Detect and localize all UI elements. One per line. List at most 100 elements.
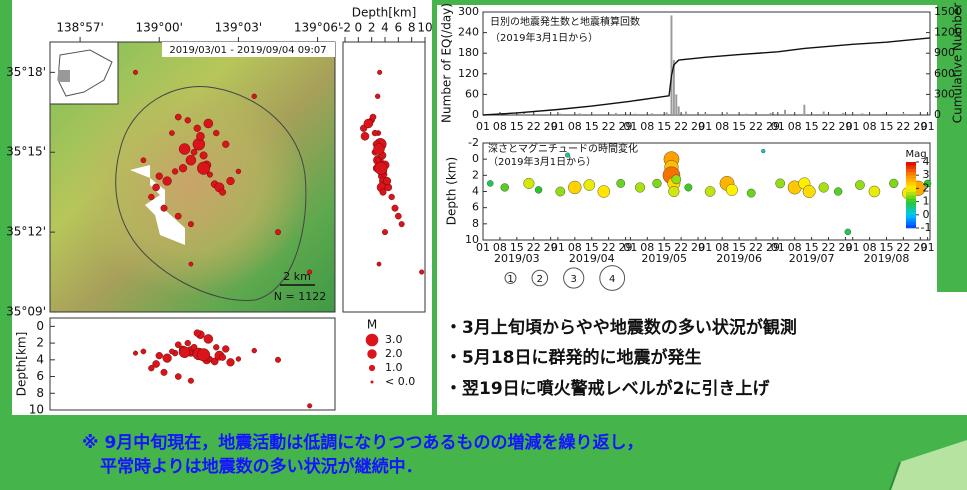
y-tick-label: 2 bbox=[472, 168, 479, 181]
colorbar-tick-label: -1 bbox=[921, 221, 932, 234]
x-tick-label: 01 bbox=[623, 241, 637, 254]
hypocenter-side bbox=[361, 132, 369, 140]
depth-tick-label: 10 bbox=[29, 403, 44, 417]
bar bbox=[922, 114, 924, 115]
depth-tick-label: 2 bbox=[36, 336, 44, 350]
x-tick-label: 22 bbox=[527, 120, 541, 133]
hypocenter-bottom bbox=[141, 349, 146, 354]
y-tick-label: 4 bbox=[472, 185, 479, 198]
colorbar-step bbox=[906, 205, 916, 209]
x-tick-label: 08 bbox=[788, 120, 802, 133]
quake bbox=[501, 183, 509, 191]
bar bbox=[902, 113, 904, 115]
bar bbox=[784, 110, 786, 115]
y-tick-label: -2 bbox=[468, 136, 479, 149]
epicenter bbox=[197, 162, 210, 175]
hypocenter-bottom bbox=[204, 334, 213, 343]
legend-symbol bbox=[367, 349, 376, 358]
epicenter bbox=[204, 119, 213, 128]
colorbar-step bbox=[906, 225, 916, 229]
epicenter bbox=[188, 221, 194, 227]
quake bbox=[776, 179, 785, 188]
slide: 2019/03/01 - 2019/09/04 09:07 2 km N = 1… bbox=[0, 0, 967, 490]
colorbar-step bbox=[906, 218, 916, 222]
bar bbox=[803, 105, 805, 115]
hypocenter-bottom bbox=[194, 330, 201, 337]
quake bbox=[487, 180, 493, 186]
count-label: N = 1122 bbox=[274, 290, 326, 303]
hypocenter-bottom bbox=[161, 369, 168, 376]
epicenter bbox=[161, 205, 168, 212]
quake bbox=[869, 186, 880, 197]
legend-label: 3.0 bbox=[385, 333, 403, 346]
epicenter bbox=[163, 177, 172, 186]
bar bbox=[883, 114, 885, 115]
bar bbox=[745, 114, 747, 115]
hypocenter-side bbox=[395, 213, 401, 219]
size-legend-label: 3 bbox=[571, 274, 577, 285]
x-tick-label: 01 bbox=[698, 120, 712, 133]
bar bbox=[685, 112, 687, 115]
quake bbox=[669, 186, 680, 197]
y2-tick-label: 1200 bbox=[934, 26, 962, 39]
depth-tick-label: 8 bbox=[408, 21, 416, 35]
y2-tick-label: 0 bbox=[934, 108, 941, 121]
epicenter bbox=[169, 130, 174, 135]
depth-tick-label: -2 bbox=[339, 21, 351, 35]
depth-tick-label: 4 bbox=[381, 21, 389, 35]
quake bbox=[568, 181, 581, 194]
epicenter bbox=[172, 168, 178, 174]
count-chart-title: 日別の地震発生数と地震積算回数 bbox=[490, 15, 640, 28]
colorbar-step bbox=[906, 195, 916, 199]
note-line: ※ 9月中旬現在，地震活動は低調になりつつあるものの増減を繰り返し， bbox=[82, 432, 643, 453]
quake bbox=[819, 183, 829, 193]
inset-area bbox=[58, 70, 70, 82]
epicenter bbox=[186, 155, 196, 165]
hypocenter-bottom bbox=[175, 373, 181, 379]
x-tick-label: 01 bbox=[921, 241, 935, 254]
hypocenter-side bbox=[370, 114, 376, 120]
legend-symbol bbox=[366, 334, 379, 347]
legend-label: < 0.0 bbox=[385, 375, 415, 388]
quake bbox=[524, 178, 535, 189]
y2-tick-label: 300 bbox=[934, 87, 955, 100]
x-tick-label: 139°00' bbox=[136, 21, 183, 35]
hypocenter-side bbox=[383, 177, 391, 185]
epicenter bbox=[179, 164, 187, 172]
quake bbox=[556, 187, 565, 196]
colorbar-step bbox=[906, 221, 916, 225]
legend-symbol bbox=[369, 365, 375, 371]
x-tick-label: 08 bbox=[568, 120, 582, 133]
epicenter bbox=[196, 132, 204, 140]
x-tick-label: 08 bbox=[863, 120, 877, 133]
hypocenter-bottom bbox=[169, 349, 174, 354]
bar bbox=[678, 106, 680, 115]
hypocenter-bottom bbox=[156, 352, 163, 359]
quake bbox=[653, 179, 662, 188]
hypocenter-bottom bbox=[148, 365, 154, 371]
bar bbox=[540, 114, 542, 115]
epicenter bbox=[222, 141, 229, 148]
bar bbox=[770, 113, 772, 115]
x-tick-label: 01 bbox=[698, 241, 712, 254]
depth-tick-label: 8 bbox=[36, 386, 44, 400]
colorbar-step bbox=[906, 182, 916, 186]
depth-tick-label: 2 bbox=[368, 21, 376, 35]
epicenter bbox=[252, 94, 257, 99]
hypocenter-side bbox=[389, 194, 395, 200]
bar bbox=[704, 113, 706, 115]
quake bbox=[747, 189, 755, 197]
x-tick-label: 08 bbox=[640, 120, 654, 133]
bar bbox=[726, 112, 728, 115]
epicenter bbox=[185, 117, 191, 123]
quake bbox=[635, 183, 645, 193]
x-tick-label: 01 bbox=[846, 120, 860, 133]
month-label: 2019/03 bbox=[494, 252, 540, 265]
x-tick-label: 22 bbox=[896, 120, 910, 133]
x-tick-label: 15 bbox=[510, 120, 524, 133]
epicenter bbox=[179, 144, 190, 155]
y-tick-label: 60 bbox=[465, 87, 479, 100]
quake bbox=[584, 179, 595, 190]
epicenter bbox=[236, 169, 241, 174]
legend-label: 2.0 bbox=[385, 347, 403, 360]
